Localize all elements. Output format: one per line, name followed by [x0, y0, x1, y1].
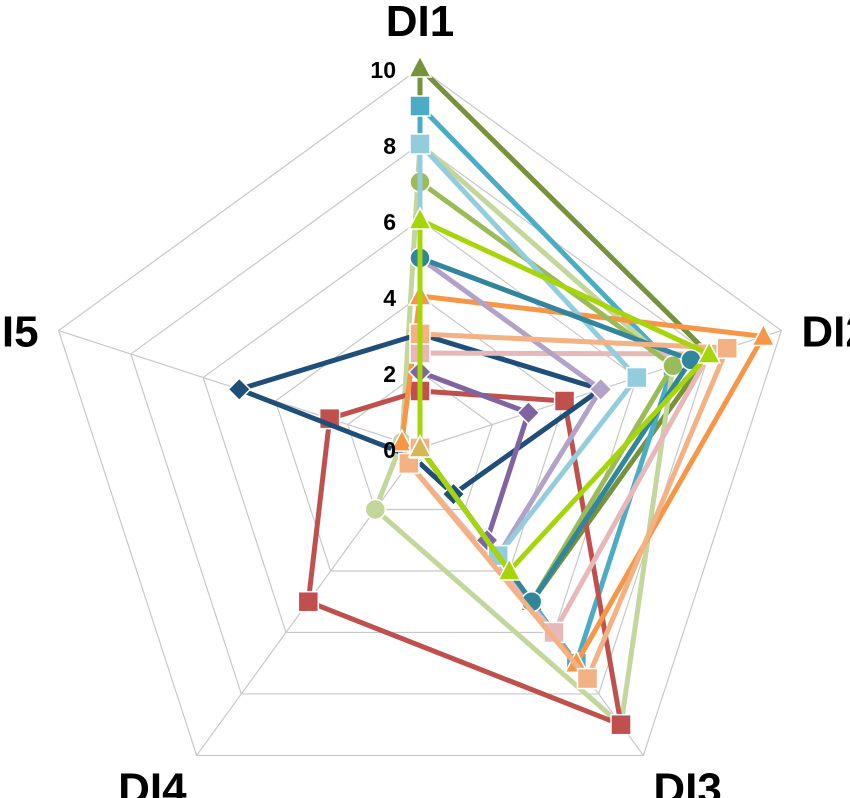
tick-label: 8: [383, 133, 396, 159]
data-point: [407, 54, 433, 78]
series-4: [297, 380, 632, 736]
data-point: [610, 713, 632, 736]
data-point: [227, 377, 252, 402]
radial-tick-labels: 0 2 4 6 8 10: [370, 57, 396, 463]
data-point: [576, 667, 599, 690]
data-point: [297, 590, 320, 613]
series-line: [372, 141, 676, 728]
data-point: [516, 400, 541, 425]
tick-label: 4: [383, 285, 396, 311]
data-point: [626, 366, 648, 389]
axis-label-di2: DI2: [801, 308, 850, 357]
tick-label: 2: [383, 361, 396, 387]
data-point: [588, 377, 613, 402]
grid-ring: [130, 143, 710, 695]
data-point: [389, 428, 415, 452]
axis-label-di5: DI5: [0, 308, 39, 357]
data-point: [409, 133, 431, 155]
series-15: [407, 434, 433, 458]
data-point: [364, 498, 387, 521]
series-line: [305, 388, 624, 728]
data-point: [696, 340, 722, 364]
data-point: [716, 337, 738, 359]
data-point: [543, 621, 565, 644]
data-point: [407, 434, 433, 458]
grid-ring: [274, 295, 566, 572]
tick-label: 10: [370, 57, 396, 83]
data-point: [751, 322, 776, 347]
series-line: [236, 331, 604, 497]
axis-label-di4: DI4: [118, 764, 187, 798]
tick-label: 6: [383, 209, 396, 235]
axis-label-di3: DI3: [653, 764, 721, 798]
tick-label: 0: [383, 437, 396, 463]
grid-ring: [57, 67, 783, 757]
data-point: [497, 557, 522, 581]
data-point: [409, 95, 431, 117]
axis-label-di1: DI1: [386, 0, 454, 46]
data-point: [407, 206, 433, 230]
grid-ring: [347, 371, 493, 511]
radar-series: [227, 54, 776, 736]
data-point: [553, 390, 576, 412]
